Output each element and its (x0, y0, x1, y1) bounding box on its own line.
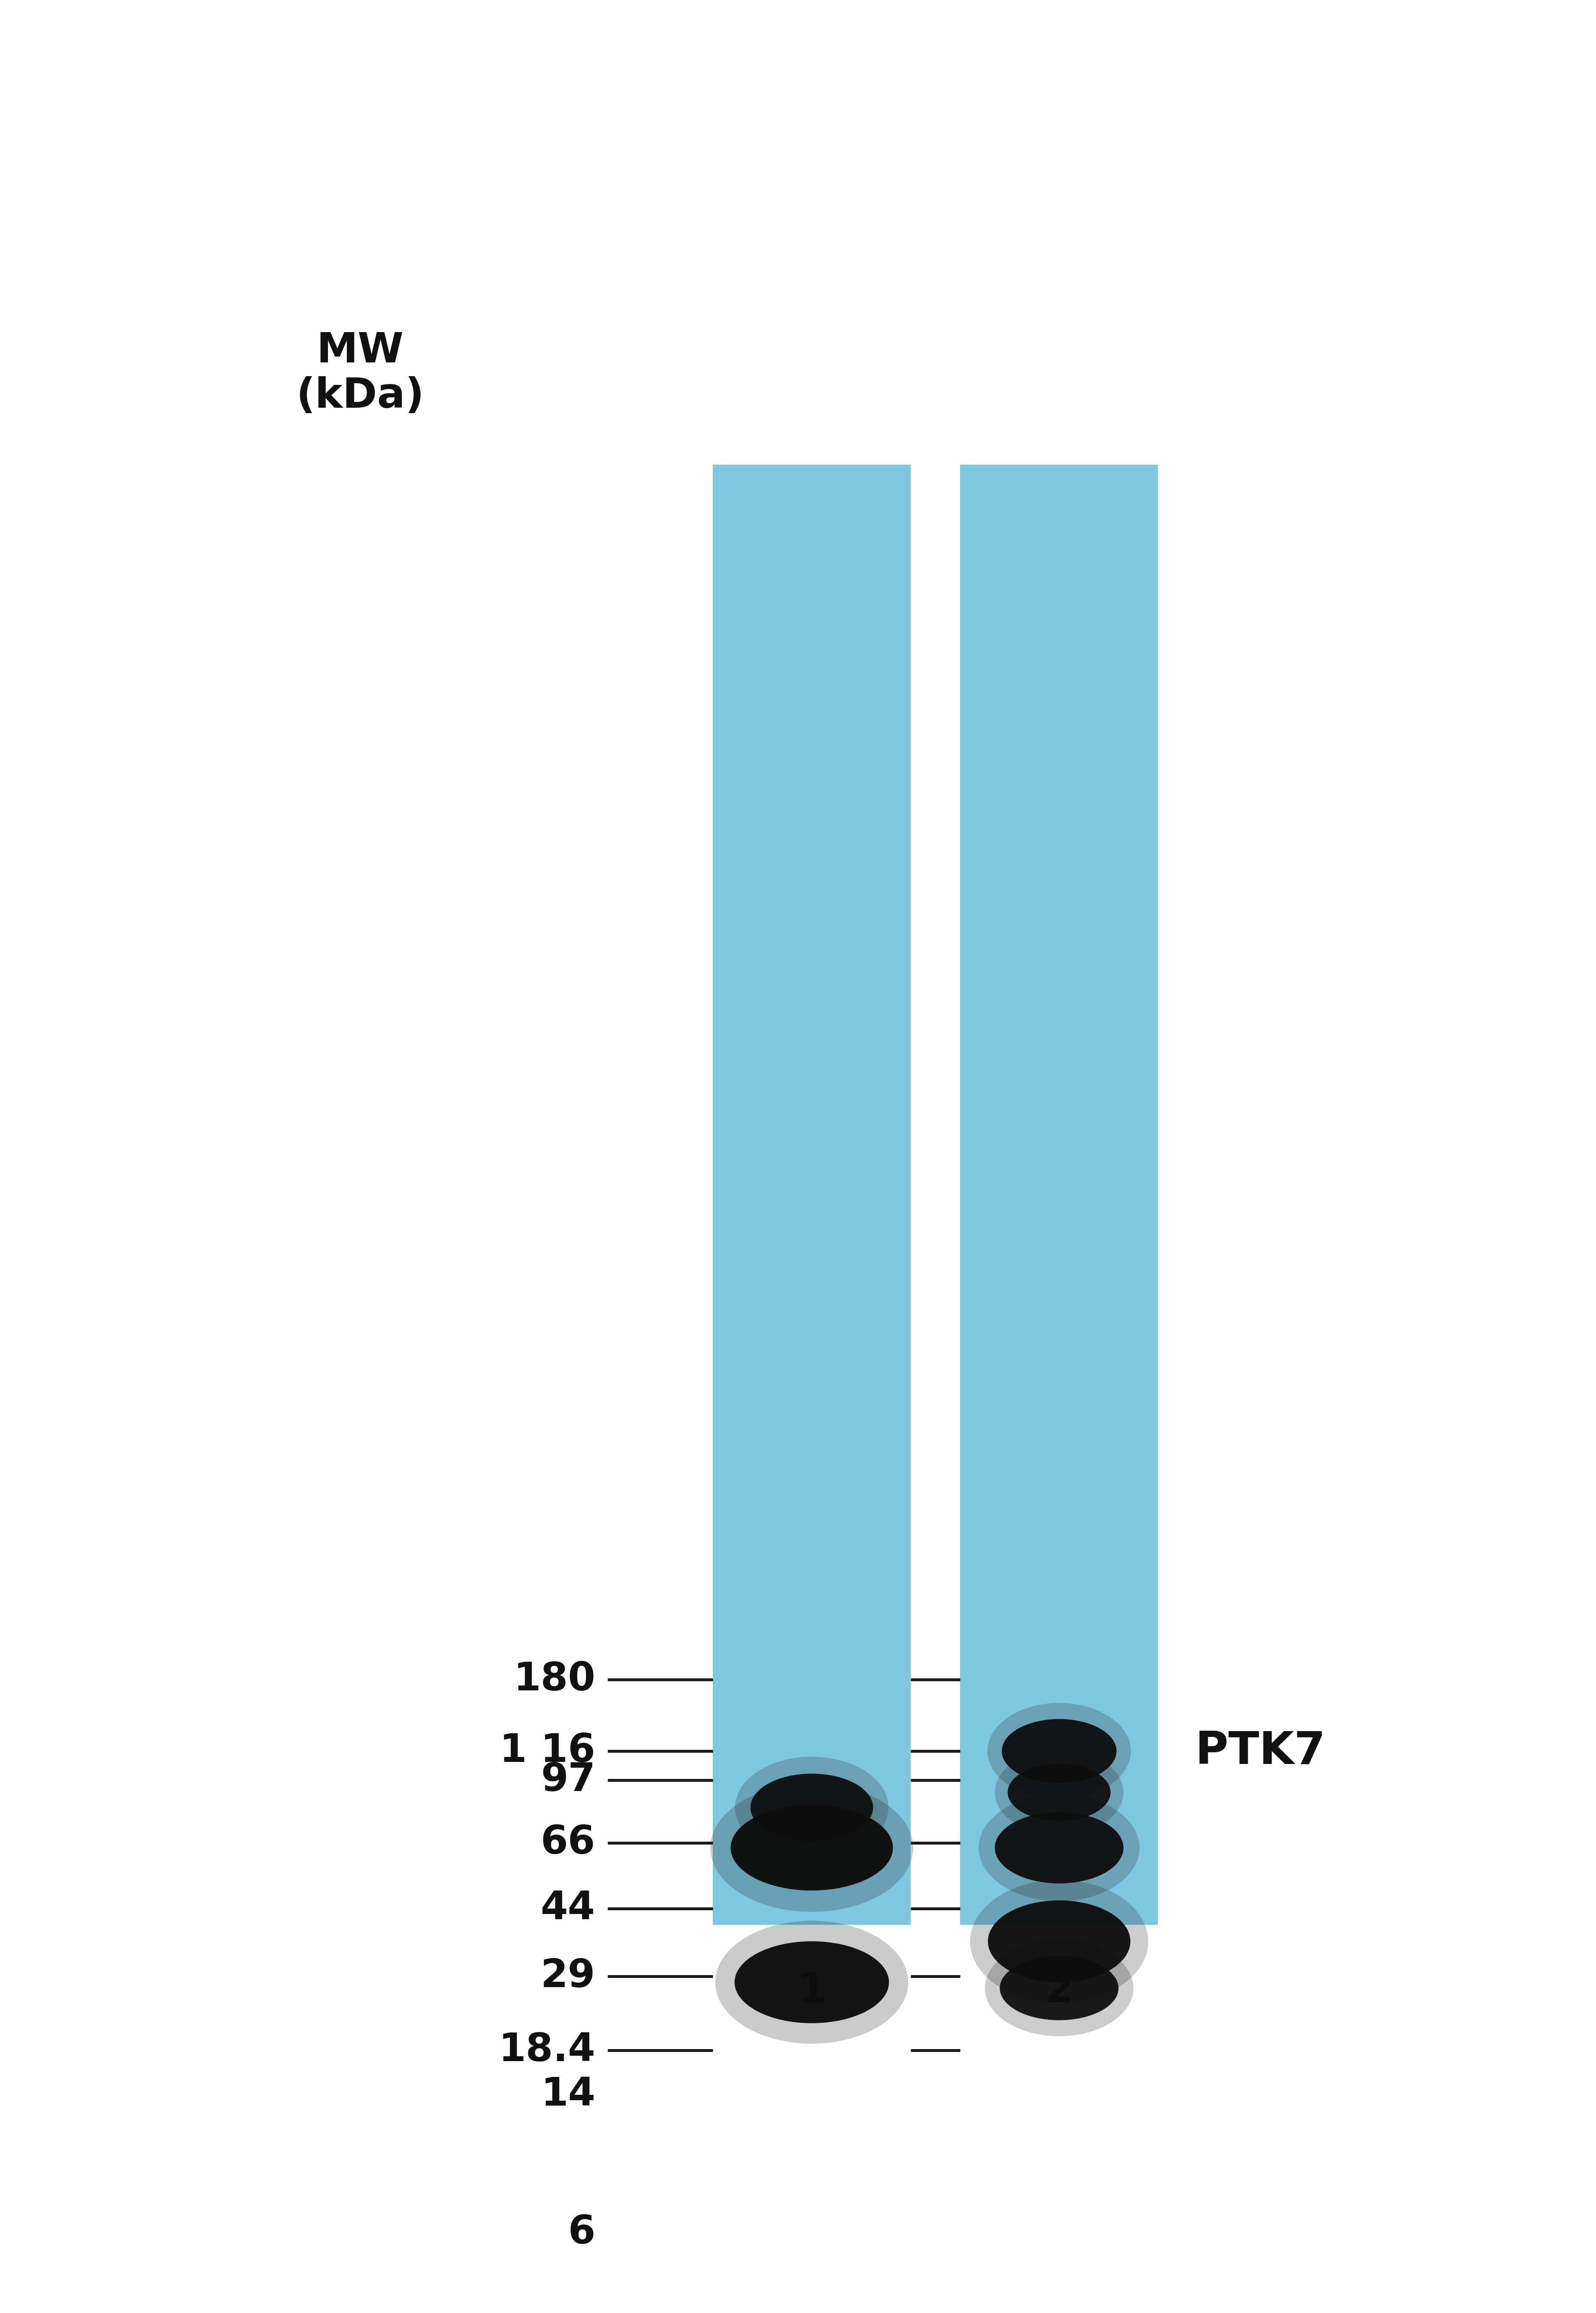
FancyBboxPatch shape (961, 465, 1159, 1924)
Text: 44: 44 (541, 1890, 595, 1927)
Text: 1 16: 1 16 (500, 1732, 595, 1769)
FancyBboxPatch shape (713, 465, 911, 1924)
Text: 180: 180 (514, 1661, 595, 1698)
Ellipse shape (988, 1702, 1132, 1800)
Text: 18.4: 18.4 (498, 2031, 595, 2070)
Text: 1: 1 (798, 1971, 827, 2010)
Ellipse shape (736, 1756, 889, 1857)
Text: 97: 97 (541, 1760, 595, 1800)
Text: 14: 14 (541, 2075, 595, 2114)
Ellipse shape (1002, 1719, 1117, 1783)
Ellipse shape (731, 1804, 892, 1890)
Ellipse shape (985, 1941, 1133, 2035)
Ellipse shape (970, 1880, 1148, 2003)
Ellipse shape (978, 1795, 1140, 1901)
Text: PTK7: PTK7 (1195, 1730, 1325, 1774)
Ellipse shape (710, 1783, 913, 1913)
Ellipse shape (715, 1920, 908, 2045)
Ellipse shape (1007, 1765, 1111, 1820)
Ellipse shape (988, 1901, 1130, 1982)
Ellipse shape (999, 1957, 1119, 2019)
Text: 29: 29 (541, 1957, 595, 1996)
Ellipse shape (734, 1941, 889, 2024)
Text: 2: 2 (1045, 1971, 1074, 2010)
Ellipse shape (994, 1811, 1124, 1883)
Text: 66: 66 (541, 1823, 595, 1862)
Text: 6: 6 (568, 2214, 595, 2253)
Ellipse shape (750, 1774, 873, 1841)
Ellipse shape (994, 1749, 1124, 1834)
Text: MW
(kDa): MW (kDa) (297, 331, 425, 416)
